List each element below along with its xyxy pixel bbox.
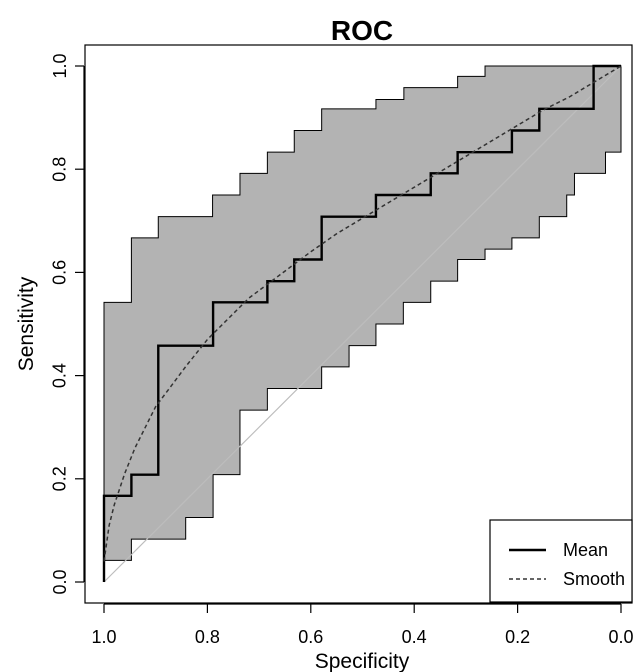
chart-title: ROC (331, 15, 393, 46)
x-axis-label: Specificity (315, 650, 410, 672)
legend-box (489, 519, 633, 603)
plot-frame (84, 44, 633, 604)
reference-diagonal-line (103, 65, 622, 583)
y-tick-label: 0.4 (50, 363, 70, 388)
y-tick-label: 1.0 (50, 53, 70, 78)
x-tick-label: 0.6 (298, 627, 323, 647)
y-tick-label: 0.6 (50, 260, 70, 285)
mean-legend-label: Mean (563, 540, 608, 560)
smooth-series-line (103, 65, 622, 562)
y-tick-label: 0.2 (50, 466, 70, 491)
y-axis-label: Sensitivity (15, 276, 38, 371)
y-tick-label: 0.0 (50, 569, 70, 594)
x-tick-label: 0.8 (195, 627, 220, 647)
mean-series-line (102, 64, 621, 582)
y-tick-label: 0.8 (50, 157, 70, 182)
x-tick-label: 0.4 (402, 627, 427, 647)
x-tick-label: 1.0 (91, 627, 116, 647)
x-tick-label: 0.0 (608, 627, 633, 647)
x-tick-label: 0.2 (505, 627, 530, 647)
smooth-legend-label: Smooth (563, 569, 625, 589)
